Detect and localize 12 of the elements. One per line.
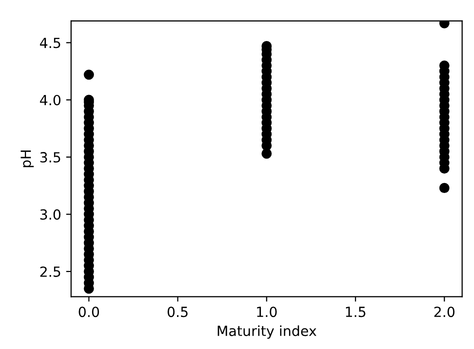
y-tick-label: 4.5	[40, 38, 60, 48]
x-axis-title: Maturity index	[218, 325, 316, 339]
x-tick-label: 0.5	[168, 306, 188, 318]
x-tick-label: 2.0	[434, 306, 454, 318]
y-tick-label: 3.5	[40, 152, 60, 163]
x-tick-label: 0.0	[78, 306, 99, 318]
x-tick-label: 1.5	[346, 306, 366, 318]
y-axis-title: pH	[20, 150, 34, 168]
y-tick-label: 4.0	[40, 94, 60, 106]
x-tick-label: 1.0	[257, 306, 277, 318]
y-tick-label: 2.5	[40, 266, 60, 277]
y-tick-label: 3.0	[40, 209, 60, 220]
